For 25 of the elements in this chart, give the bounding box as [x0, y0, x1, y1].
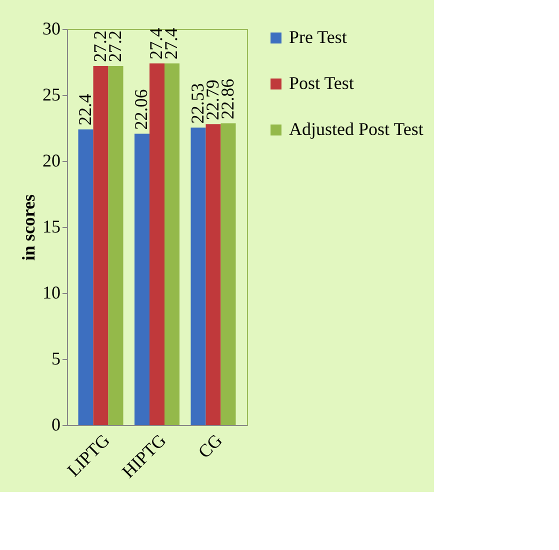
- bar: [108, 66, 124, 425]
- bar: [93, 66, 108, 425]
- bar: [164, 63, 180, 425]
- legend-label: Post Test: [289, 73, 354, 93]
- y-tick-label: 30: [42, 18, 60, 38]
- data-label: 22.06: [131, 89, 151, 130]
- y-tick-label: 15: [42, 216, 60, 236]
- bar: [78, 129, 94, 425]
- bar: [206, 124, 221, 425]
- bar: [190, 128, 206, 425]
- data-label: 22.53: [187, 83, 208, 124]
- x-tick-label: CG: [194, 430, 226, 462]
- y-tick-label: 20: [42, 150, 60, 170]
- legend-label: Pre Test: [289, 27, 347, 47]
- y-tick-label: 5: [52, 348, 60, 368]
- bar: [150, 63, 164, 425]
- y-tick-label: 0: [52, 414, 60, 434]
- data-label: 27.2: [90, 30, 110, 62]
- bar: [134, 134, 150, 425]
- data-label: 22.4: [74, 94, 95, 126]
- y-tick-label: 10: [42, 282, 60, 302]
- y-axis-title: in scores: [18, 194, 38, 261]
- legend-label: Adjusted Post Test: [289, 119, 424, 139]
- bar: [220, 123, 236, 425]
- y-tick-label: 25: [42, 84, 60, 104]
